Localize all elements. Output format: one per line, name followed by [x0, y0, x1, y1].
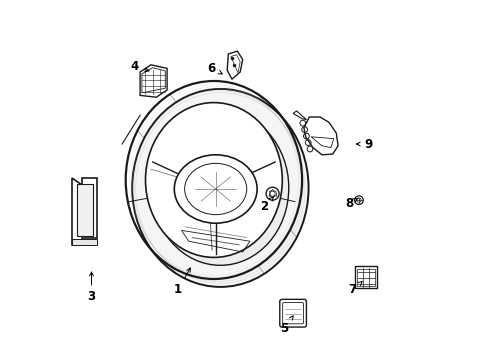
- Text: 6: 6: [207, 62, 222, 75]
- FancyBboxPatch shape: [279, 300, 306, 327]
- Polygon shape: [140, 65, 167, 97]
- Text: 5: 5: [280, 316, 293, 335]
- Polygon shape: [77, 184, 92, 236]
- Text: 8: 8: [344, 197, 358, 210]
- Text: 9: 9: [356, 138, 372, 150]
- Ellipse shape: [152, 111, 288, 265]
- Circle shape: [354, 196, 363, 204]
- Polygon shape: [355, 266, 376, 288]
- Text: 4: 4: [130, 60, 149, 73]
- Ellipse shape: [145, 103, 282, 257]
- Polygon shape: [303, 117, 337, 155]
- Ellipse shape: [174, 155, 257, 223]
- Text: 3: 3: [87, 272, 95, 303]
- Polygon shape: [227, 51, 242, 79]
- Polygon shape: [72, 178, 97, 245]
- Ellipse shape: [132, 89, 308, 287]
- Text: 7: 7: [348, 282, 362, 296]
- Polygon shape: [292, 111, 306, 120]
- Circle shape: [265, 187, 279, 200]
- Text: 1: 1: [173, 268, 190, 296]
- Polygon shape: [72, 239, 97, 245]
- Text: 2: 2: [260, 197, 273, 213]
